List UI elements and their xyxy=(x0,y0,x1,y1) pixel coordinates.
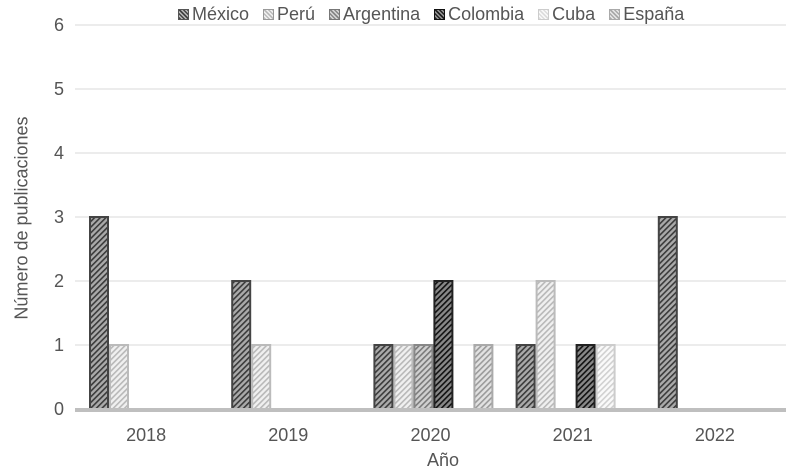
bar-2018-perú xyxy=(109,344,129,410)
x-tick-label: 2022 xyxy=(695,425,735,445)
bar-2020-argentina xyxy=(413,344,434,410)
y-tick-label: 2 xyxy=(54,271,64,291)
x-tick-label: 2019 xyxy=(268,425,308,445)
legend-item-cuba: Cuba xyxy=(538,4,595,25)
y-tick-label: 0 xyxy=(54,399,64,419)
y-tick-label: 4 xyxy=(54,143,64,163)
bar-2020-colombia xyxy=(433,280,454,410)
legend-label-peru: Perú xyxy=(277,4,316,24)
chart-legend: México Perú Argentina Colombia Cuba Espa… xyxy=(178,4,684,25)
x-tick-label: 2018 xyxy=(126,425,166,445)
x-axis-title: Año xyxy=(426,450,460,470)
bar-2018-méxico xyxy=(89,216,109,410)
y-tick-label: 3 xyxy=(54,207,64,227)
legend-item-colombia: Colombia xyxy=(434,4,524,25)
y-tick-label: 1 xyxy=(54,335,64,355)
legend-swatch-espana xyxy=(609,9,621,20)
legend-label-colombia: Colombia xyxy=(448,4,525,24)
legend-item-argentina: Argentina xyxy=(329,4,420,25)
legend-item-peru: Perú xyxy=(263,4,315,25)
legend-swatch-colombia xyxy=(434,9,446,20)
bar-2020-méxico xyxy=(373,344,394,410)
x-axis-line xyxy=(75,408,786,412)
legend-item-espana: España xyxy=(609,4,684,25)
bar-2019-perú xyxy=(251,344,272,410)
x-tick-label: 2021 xyxy=(553,425,593,445)
bar-2021-cuba xyxy=(595,344,616,410)
legend-swatch-peru xyxy=(263,9,275,20)
y-tick-label: 6 xyxy=(54,15,64,35)
legend-label-argentina: Argentina xyxy=(343,4,421,24)
legend-label-espana: España xyxy=(623,4,685,24)
legend-swatch-cuba xyxy=(538,9,550,20)
bar-2021-méxico xyxy=(515,344,536,410)
x-tick-label: 2020 xyxy=(410,425,450,445)
bar-2020-perú xyxy=(393,344,414,410)
bar-2020-españa xyxy=(473,344,494,410)
legend-swatch-mexico xyxy=(178,9,189,20)
y-tick-label: 5 xyxy=(54,79,64,99)
bar-2019-méxico xyxy=(231,280,252,410)
legend-item-mexico: México xyxy=(178,4,249,25)
y-axis-title: Número de publicaciones xyxy=(11,116,32,320)
legend-swatch-argentina xyxy=(329,9,341,20)
legend-label-cuba: Cuba xyxy=(552,4,596,24)
legend-label-mexico: México xyxy=(192,4,250,24)
bar-2021-perú xyxy=(535,280,556,410)
bar-2022-méxico xyxy=(657,216,678,410)
bar-2021-colombia xyxy=(575,344,596,410)
